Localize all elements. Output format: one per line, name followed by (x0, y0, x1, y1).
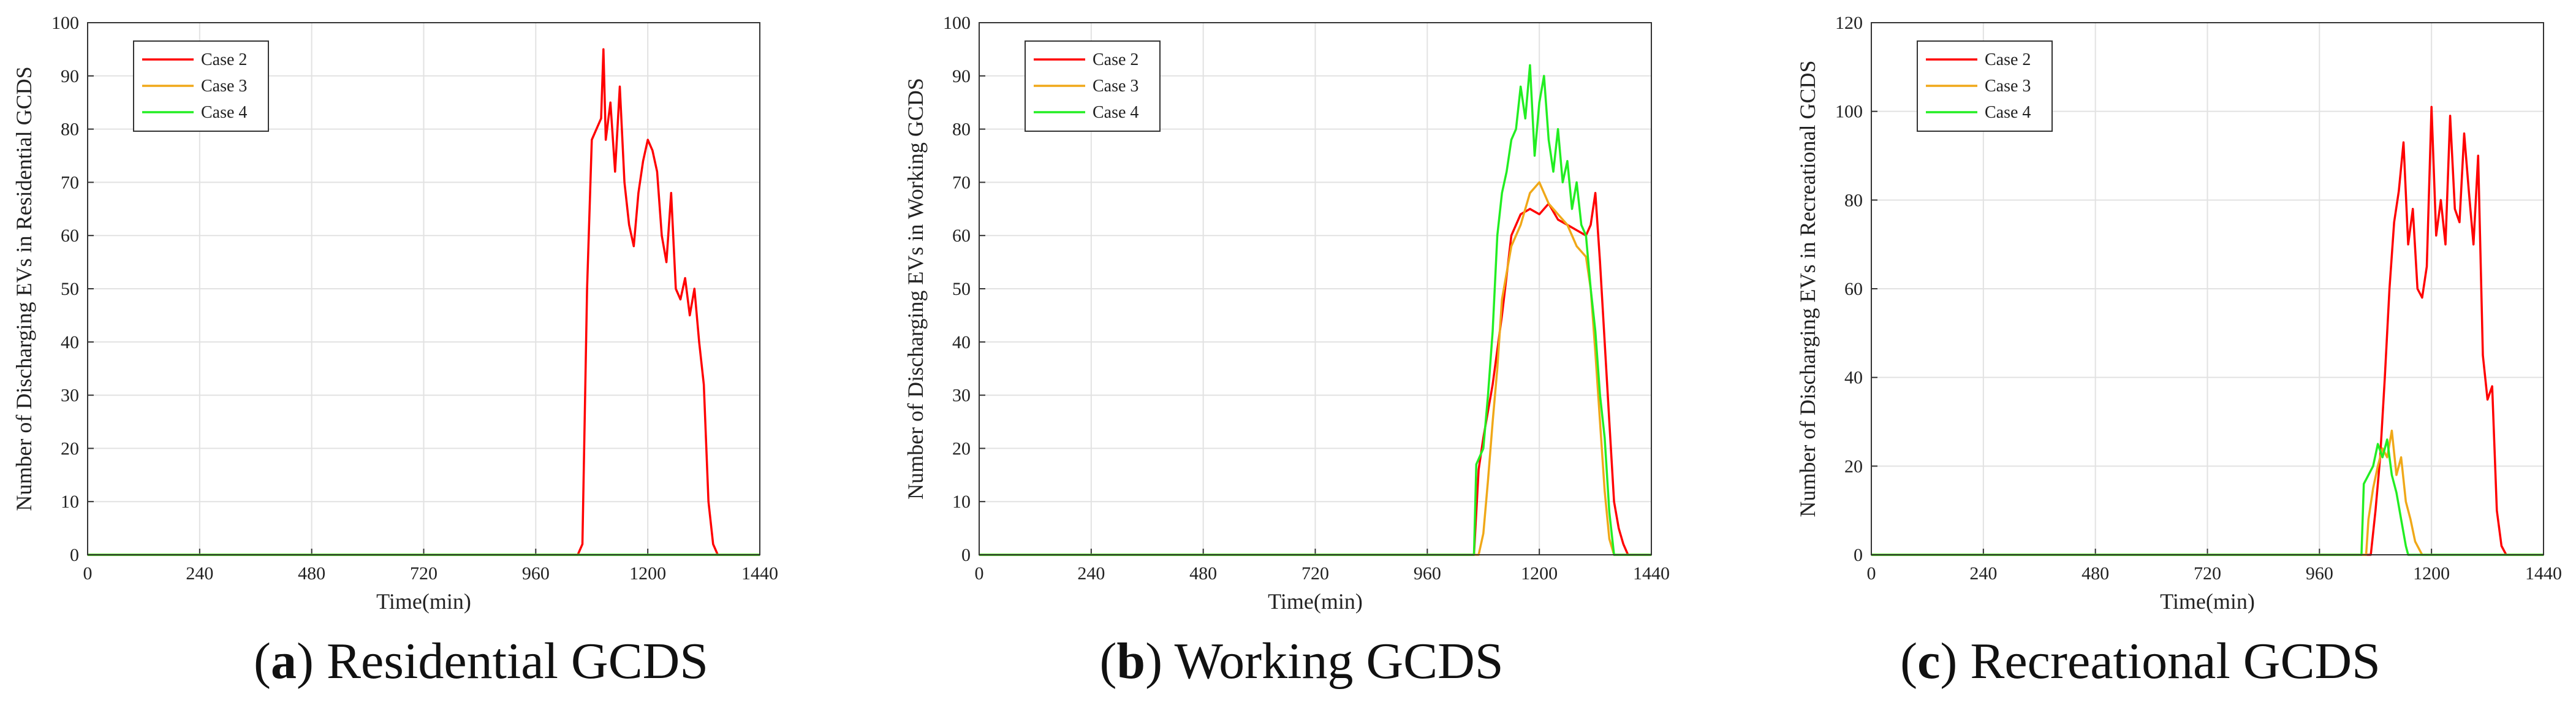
series-line-case-3 (979, 181, 1651, 556)
y-tick-label: 100 (51, 13, 79, 33)
y-tick-label: 30 (61, 386, 79, 406)
caption-c-text: Recreational GCDS (1970, 633, 2381, 690)
series-line-case-4 (979, 64, 1651, 556)
legend-label-case-2: Case 2 (201, 50, 247, 69)
y-tick-label: 60 (1844, 279, 1863, 299)
series-line-case-2 (88, 48, 760, 556)
legend-label-case-3: Case 3 (1093, 77, 1138, 96)
legend: Case 2 Case 3 Case 4 (133, 40, 269, 132)
x-tick-label: 1440 (741, 563, 778, 584)
x-tick-label: 0 (1867, 563, 1876, 584)
caption-b-letter: b (1116, 633, 1146, 690)
x-tick-label: 1440 (2525, 563, 2562, 584)
axes-frame (979, 22, 1652, 555)
y-axis-label: Number of Discharging EVs in Residential… (12, 66, 36, 511)
legend: Case 2 Case 3 Case 4 (1917, 40, 2053, 132)
y-tick-label: 20 (1844, 456, 1863, 476)
caption-a-letter: a (271, 633, 297, 690)
x-tick-label: 720 (410, 563, 438, 584)
y-tick-label: 70 (61, 172, 79, 192)
caption-c-letter: c (1917, 633, 1941, 690)
chart-panel-a: 0 240 480 720 960 1200 1440 0 10 20 30 40 50 60 70 80 90… (12, 13, 778, 614)
x-tick-label: 1200 (629, 563, 666, 584)
y-tick-label: 120 (1835, 13, 1863, 33)
x-tick-label: 480 (298, 563, 325, 584)
x-tick-label: 960 (2306, 563, 2333, 584)
x-tick-label: 960 (1414, 563, 1441, 584)
y-tick-label: 80 (952, 120, 971, 140)
y-tick-label: 40 (61, 332, 79, 352)
y-axis-label: Number of Discharging EVs in Recreationa… (1795, 60, 1820, 517)
legend-label-case-4: Case 4 (1093, 103, 1138, 122)
y-tick-label: 70 (952, 172, 971, 192)
y-tick-label: 90 (61, 66, 79, 86)
x-axis-label: Time(min) (2160, 589, 2255, 614)
caption-b: (b) Working GCDS (1099, 633, 1504, 690)
x-tick-label: 0 (975, 563, 984, 584)
series-line-case-3 (1871, 429, 2544, 556)
y-tick-label: 10 (952, 492, 971, 512)
x-tick-label: 720 (1301, 563, 1329, 584)
y-tick-label: 30 (952, 386, 971, 406)
y-tick-label: 20 (952, 438, 971, 459)
y-tick-label: 90 (952, 66, 971, 86)
y-tick-label: 60 (61, 226, 79, 246)
y-tick-label: 80 (61, 120, 79, 140)
y-tick-label: 100 (943, 13, 971, 33)
x-tick-label: 0 (83, 563, 93, 584)
x-axis-label: Time(min) (1268, 589, 1363, 614)
axes-frame (1871, 22, 2544, 555)
caption-a-text: Residential GCDS (326, 633, 708, 690)
legend: Case 2 Case 3 Case 4 (1025, 40, 1161, 132)
y-tick-label: 20 (61, 438, 79, 459)
caption-c: (c) Recreational GCDS (1900, 633, 2381, 690)
legend-label-case-2: Case 2 (1985, 50, 2031, 69)
x-tick-label: 1200 (2413, 563, 2450, 584)
y-tick-label: 0 (1854, 545, 1863, 565)
y-tick-label: 0 (70, 545, 79, 565)
legend-label-case-2: Case 2 (1093, 50, 1138, 69)
series-line-case-4 (1871, 438, 2544, 556)
caption-a: (a) Residential GCDS (254, 633, 708, 690)
series-line-case-2 (1871, 105, 2544, 556)
y-tick-label: 0 (961, 545, 971, 565)
x-tick-label: 960 (522, 563, 550, 584)
y-tick-label: 50 (61, 279, 79, 299)
y-tick-label: 50 (952, 279, 971, 299)
x-tick-label: 1200 (1521, 563, 1558, 584)
y-tick-label: 100 (1835, 102, 1863, 122)
axes-frame (87, 22, 760, 555)
y-tick-label: 40 (1844, 368, 1863, 388)
x-tick-label: 1440 (1633, 563, 1670, 584)
legend-label-case-4: Case 4 (1985, 103, 2031, 122)
y-axis-label: Number of Discharging EVs in Working GCD… (903, 78, 928, 500)
x-tick-label: 720 (2194, 563, 2221, 584)
x-tick-label: 480 (1189, 563, 1217, 584)
y-tick-label: 10 (61, 492, 79, 512)
y-tick-label: 60 (952, 226, 971, 246)
x-axis-label: Time(min) (376, 589, 471, 614)
chart-panel-b: 0 240 480 720 960 1200 1440 0 10 20 30 40 50 60 70 80 90… (903, 13, 1670, 614)
x-tick-label: 480 (2082, 563, 2109, 584)
y-tick-label: 40 (952, 332, 971, 352)
chart-panel-c: 0 240 480 720 960 1200 1440 0 20 40 60 80 100 120 Time… (1795, 13, 2562, 614)
x-tick-label: 240 (1077, 563, 1105, 584)
legend-label-case-3: Case 3 (201, 77, 247, 96)
caption-b-text: Working GCDS (1174, 633, 1504, 690)
legend-label-case-3: Case 3 (1985, 77, 2031, 96)
legend-label-case-4: Case 4 (201, 103, 247, 122)
y-tick-label: 80 (1844, 190, 1863, 210)
x-tick-label: 240 (186, 563, 213, 584)
x-tick-label: 240 (1969, 563, 1997, 584)
